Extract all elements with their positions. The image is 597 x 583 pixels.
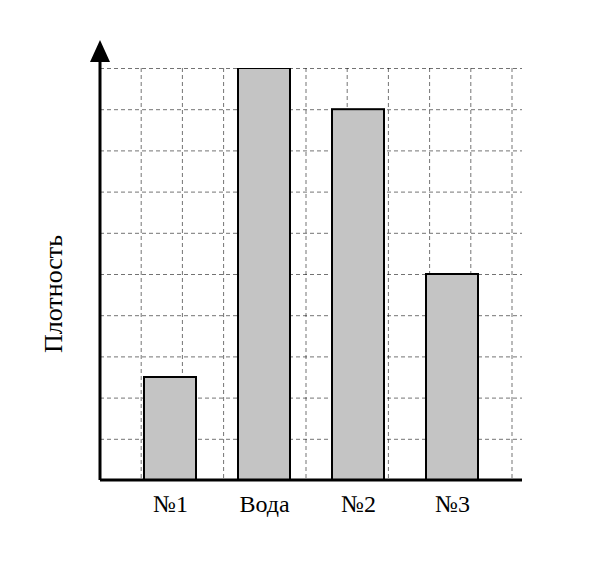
svg-text:№1: №1 [153, 491, 188, 517]
svg-text:Вода: Вода [239, 491, 290, 517]
svg-text:№3: №3 [435, 491, 470, 517]
svg-text:Плотность: Плотность [39, 235, 68, 353]
svg-text:№2: №2 [341, 491, 376, 517]
